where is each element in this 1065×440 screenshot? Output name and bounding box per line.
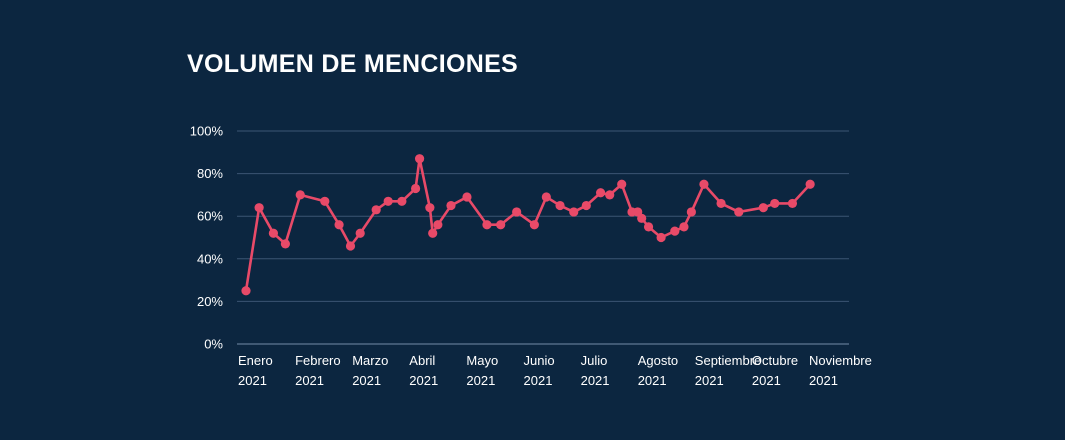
- data-point: [617, 179, 627, 189]
- data-point: [482, 220, 492, 230]
- x-tick-month: Julio: [581, 353, 608, 368]
- data-point: [716, 198, 726, 209]
- y-tick-label: 20%: [197, 294, 223, 309]
- x-tick-month: Septiembre: [695, 353, 761, 368]
- data-point: [383, 196, 393, 206]
- data-point: [541, 192, 551, 202]
- data-point: [605, 190, 615, 200]
- x-tick-year: 2021: [581, 373, 610, 388]
- data-point: [496, 220, 506, 230]
- data-point: [280, 239, 290, 249]
- y-tick-label: 100%: [190, 124, 224, 139]
- x-tick-month: Mayo: [466, 353, 498, 368]
- data-point: [758, 203, 768, 213]
- data-point: [529, 220, 539, 230]
- x-tick-year: 2021: [524, 373, 553, 388]
- data-point: [595, 188, 606, 198]
- data-point: [414, 154, 425, 164]
- data-point: [670, 226, 680, 236]
- y-tick-label: 80%: [197, 166, 223, 181]
- x-tick-year: 2021: [638, 373, 667, 388]
- data-point: [734, 207, 744, 217]
- x-tick-year: 2021: [695, 373, 724, 388]
- data-point: [397, 196, 407, 206]
- data-point: [433, 220, 443, 230]
- x-tick-month: Febrero: [295, 353, 341, 368]
- data-point: [425, 203, 435, 213]
- x-axis-ticks: Enero 2021 Febrero 2021 Marzo 2021 Abril 2021 Ma…: [238, 353, 872, 388]
- x-tick-year: 2021: [466, 373, 495, 388]
- data-point: [268, 228, 279, 238]
- y-axis-ticks: 0% 20% 40% 60% 80% 100%: [190, 124, 224, 352]
- data-point: [637, 213, 647, 223]
- data-point: [512, 207, 522, 217]
- y-tick-label: 0%: [204, 337, 223, 352]
- y-tick-label: 60%: [197, 209, 223, 224]
- data-point: [295, 190, 305, 200]
- data-point: [679, 222, 689, 232]
- x-tick-year: 2021: [295, 373, 324, 388]
- x-tick-month: Abril: [409, 353, 435, 368]
- data-point: [345, 241, 356, 251]
- data-point: [686, 207, 696, 217]
- x-tick-month: Enero: [238, 353, 273, 368]
- data-point: [643, 222, 654, 232]
- chart-title: VOLUMEN DE MENCIONES: [187, 50, 519, 78]
- x-tick-month: Junio: [524, 353, 555, 368]
- data-point: [462, 192, 472, 202]
- data-point: [428, 228, 438, 238]
- data-point: [581, 200, 591, 211]
- gridlines: [237, 130, 849, 345]
- data-point: [355, 228, 365, 238]
- data-point: [555, 200, 565, 211]
- x-tick-month: Octubre: [752, 353, 798, 368]
- x-tick-year: 2021: [409, 373, 438, 388]
- data-point: [410, 183, 421, 194]
- data-point: [805, 179, 815, 189]
- series-volumen: [241, 154, 815, 296]
- data-point: [254, 203, 264, 213]
- x-tick-month: Agosto: [638, 353, 678, 368]
- series-line: [244, 157, 812, 291]
- data-point: [371, 205, 381, 215]
- data-point: [699, 179, 709, 189]
- data-point: [656, 232, 666, 243]
- data-point: [241, 286, 251, 296]
- x-tick-year: 2021: [809, 373, 838, 388]
- data-point: [320, 196, 330, 206]
- data-point: [446, 200, 456, 211]
- y-tick-label: 40%: [197, 251, 223, 266]
- x-tick-year: 2021: [352, 373, 381, 388]
- data-point: [787, 198, 798, 209]
- x-tick-month: Marzo: [352, 353, 388, 368]
- x-tick-month: Noviembre: [809, 353, 872, 368]
- x-tick-year: 2021: [752, 373, 781, 388]
- x-tick-year: 2021: [238, 373, 267, 388]
- data-point: [334, 220, 344, 230]
- data-point: [569, 207, 579, 217]
- data-point: [770, 198, 780, 209]
